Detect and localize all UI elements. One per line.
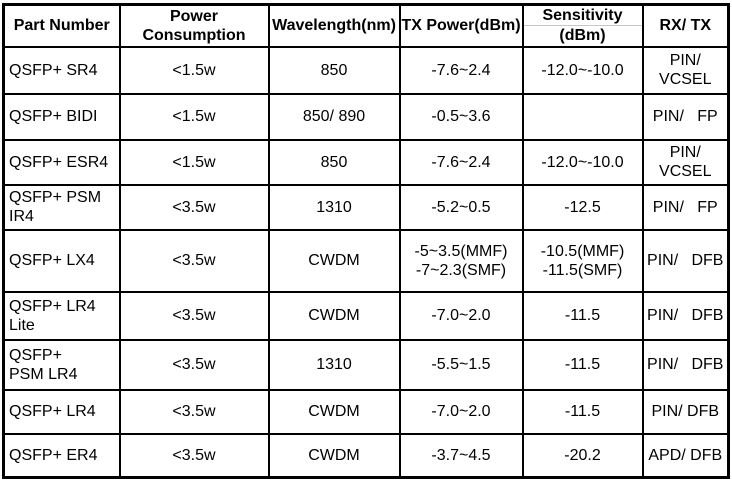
col-header-text: Wavelength(nm) xyxy=(272,17,396,35)
col-header-part-number: Part Number xyxy=(2,3,121,48)
cell-part-number: QSFP+ BIDI xyxy=(2,92,121,141)
cell-tx-power: -7.0~2.0 xyxy=(398,388,524,435)
col-header-sensitivity: Sensitivity (dBm) xyxy=(521,3,644,48)
col-header-text: Consumption xyxy=(142,26,246,44)
cell-rx-tx: PIN/ DFB xyxy=(641,228,730,293)
col-header-tx-power: TX Power(dBm) xyxy=(398,3,524,48)
cell-part-number: QSFP+ PSM LR4 xyxy=(2,338,121,391)
cell-sensitivity: -11.5 xyxy=(521,290,644,341)
spec-table: Part Number Power Consumption Wavelength(nm… xyxy=(2,3,730,479)
cell-rx-tx: PIN/ VCSEL xyxy=(641,138,730,186)
cell-sensitivity xyxy=(521,92,644,141)
cell-part-number: QSFP+ ESR4 xyxy=(2,138,121,186)
cell-rx-tx: APD/ DFB xyxy=(641,432,730,479)
col-header-text: Sensitivity xyxy=(542,7,623,25)
cell-power-consumption: <1.5w xyxy=(118,138,270,186)
cell-rx-tx: PIN/ VCSEL xyxy=(641,45,730,95)
header-row: Part Number Power Consumption Wavelength(nm… xyxy=(2,3,730,48)
cell-part-number: QSFP+ SR4 xyxy=(2,45,121,95)
cell-part-number: QSFP+ LR4 xyxy=(2,388,121,435)
cell-rx-tx: PIN/ DFB xyxy=(641,388,730,435)
cell-sensitivity: -20.2 xyxy=(521,432,644,479)
col-header-text: RX/ TX xyxy=(659,17,712,35)
cell-wavelength: CWDM xyxy=(267,228,401,293)
cell-wavelength: 1310 xyxy=(267,183,401,231)
cell-wavelength: CWDM xyxy=(267,290,401,341)
table-row: QSFP+ ER4 <3.5w CWDM -3.7~4.5 -20.2 APD/ DFB xyxy=(2,432,730,479)
cell-rx-tx: PIN/ FP xyxy=(641,183,730,231)
cell-wavelength: 850 xyxy=(267,138,401,186)
cell-wavelength: CWDM xyxy=(267,388,401,435)
cell-part-number: QSFP+ ER4 xyxy=(2,432,121,479)
table-body: QSFP+ SR4 <1.5w 850 -7.6~2.4 -12.0~-10.0 PIN/… xyxy=(2,45,730,479)
cell-part-number: QSFP+ PSM IR4 xyxy=(2,183,121,231)
cell-power-consumption: <3.5w xyxy=(118,388,270,435)
cell-tx-power: -7.6~2.4 xyxy=(398,138,524,186)
cell-wavelength: 850 xyxy=(267,45,401,95)
table-row: QSFP+ PSM IR4 <3.5w 1310 -5.2~0.5 -12.5 PIN/ … xyxy=(2,183,730,231)
col-header-wavelength: Wavelength(nm) xyxy=(267,3,401,48)
col-header-text: Part Number xyxy=(13,17,110,35)
cell-tx-power: -5.5~1.5 xyxy=(398,338,524,391)
cell-power-consumption: <3.5w xyxy=(118,290,270,341)
cell-sensitivity: -12.5 xyxy=(521,183,644,231)
col-header-rx-tx: RX/ TX xyxy=(641,3,730,48)
col-header-text: (dBm) xyxy=(524,25,641,44)
cell-sensitivity: -11.5 xyxy=(521,338,644,391)
cell-wavelength: CWDM xyxy=(267,432,401,479)
table-row: QSFP+ SR4 <1.5w 850 -7.6~2.4 -12.0~-10.0 PIN/… xyxy=(2,45,730,95)
cell-rx-tx: PIN/ DFB xyxy=(641,338,730,391)
cell-power-consumption: <3.5w xyxy=(118,432,270,479)
cell-power-consumption: <3.5w xyxy=(118,228,270,293)
cell-tx-power: -7.6~2.4 xyxy=(398,45,524,95)
cell-tx-power: -3.7~4.5 xyxy=(398,432,524,479)
table-header: Part Number Power Consumption Wavelength(nm… xyxy=(2,3,730,48)
cell-sensitivity: -10.5(MMF) -11.5(SMF) xyxy=(521,228,644,293)
cell-wavelength: 1310 xyxy=(267,338,401,391)
table-row: QSFP+ LR4 Lite <3.5w CWDM -7.0~2.0 -11.5 PIN/… xyxy=(2,290,730,341)
table-row: QSFP+ BIDI <1.5w 850/ 890 -0.5~3.6 PIN/ FP xyxy=(2,92,730,141)
cell-power-consumption: <1.5w xyxy=(118,45,270,95)
table-row: QSFP+ LX4 <3.5w CWDM -5~3.5(MMF) -7~2.3(SMF… xyxy=(2,228,730,293)
cell-power-consumption: <1.5w xyxy=(118,92,270,141)
cell-part-number: QSFP+ LR4 Lite xyxy=(2,290,121,341)
table-row: QSFP+ PSM LR4 <3.5w 1310 -5.5~1.5 -11.5 PIN/ … xyxy=(2,338,730,391)
cell-power-consumption: <3.5w xyxy=(118,183,270,231)
cell-tx-power: -5~3.5(MMF) -7~2.3(SMF) xyxy=(398,228,524,293)
table-row: QSFP+ ESR4 <1.5w 850 -7.6~2.4 -12.0~-10.0 PIN… xyxy=(2,138,730,186)
cell-rx-tx: PIN/ DFB xyxy=(641,290,730,341)
col-header-power-consumption: Power Consumption xyxy=(118,3,270,48)
table-row: QSFP+ LR4 <3.5w CWDM -7.0~2.0 -11.5 PIN/ DFB xyxy=(2,388,730,435)
cell-tx-power: -7.0~2.0 xyxy=(398,290,524,341)
cell-sensitivity: -11.5 xyxy=(521,388,644,435)
col-header-text: Power xyxy=(169,7,218,25)
cell-sensitivity: -12.0~-10.0 xyxy=(521,138,644,186)
cell-tx-power: -5.2~0.5 xyxy=(398,183,524,231)
cell-wavelength: 850/ 890 xyxy=(267,92,401,141)
cell-power-consumption: <3.5w xyxy=(118,338,270,391)
col-header-text: TX Power(dBm) xyxy=(401,17,521,35)
cell-tx-power: -0.5~3.6 xyxy=(398,92,524,141)
cell-part-number: QSFP+ LX4 xyxy=(2,228,121,293)
cell-sensitivity: -12.0~-10.0 xyxy=(521,45,644,95)
cell-rx-tx: PIN/ FP xyxy=(641,92,730,141)
